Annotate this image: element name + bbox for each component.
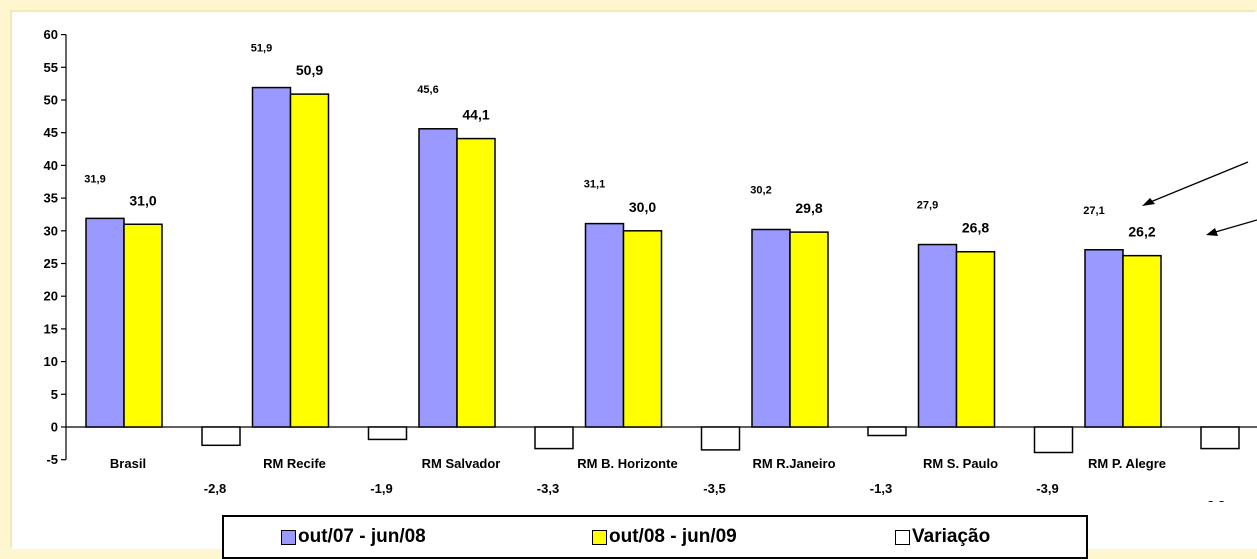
data-label: -2,8 xyxy=(204,481,226,496)
bar xyxy=(700,426,741,451)
data-label: 31,9 xyxy=(84,173,105,185)
data-label: 50,9 xyxy=(296,62,323,78)
data-label: -3,5 xyxy=(703,481,725,496)
data-label: -1,9 xyxy=(370,481,392,496)
y-tick-label: 45 xyxy=(44,125,58,140)
data-label: 45,6 xyxy=(417,84,438,96)
bar xyxy=(955,250,996,428)
bar xyxy=(789,231,829,428)
bar xyxy=(584,222,625,428)
legend-label-series-3: Variação xyxy=(912,526,991,547)
data-label: 31,0 xyxy=(129,192,156,208)
bar xyxy=(289,93,330,428)
y-tick-label: 0 xyxy=(51,420,58,435)
y-tick-label: 25 xyxy=(44,256,58,271)
annotation-arrow-line xyxy=(1211,219,1257,234)
bar xyxy=(367,426,408,441)
data-label: -3,3 xyxy=(1203,498,1225,502)
bar xyxy=(418,128,458,428)
data-label: 27,9 xyxy=(917,200,938,212)
data-label: 31,1 xyxy=(584,179,605,191)
annotation-arrow-head xyxy=(1206,228,1218,236)
bar xyxy=(1122,254,1162,428)
y-tick-label: 50 xyxy=(44,93,58,108)
x-category-label: RM Salvador xyxy=(422,456,501,471)
y-tick-label: 40 xyxy=(44,158,58,173)
data-label: -1,3 xyxy=(870,481,892,496)
bar xyxy=(251,86,292,428)
y-tick-label: 55 xyxy=(44,60,58,75)
bar xyxy=(1084,249,1124,428)
legend-swatch-series-2 xyxy=(592,529,607,545)
legend-label-series-1: out/07 - jun/08 xyxy=(298,526,426,547)
data-label: 27,1 xyxy=(1083,205,1104,217)
x-category-label: RM S. Paulo xyxy=(923,456,998,471)
bar xyxy=(456,137,496,428)
data-label: 26,2 xyxy=(1128,224,1155,240)
bar xyxy=(123,223,163,428)
data-label: 44,1 xyxy=(462,107,489,123)
x-category-label: RM R.Janeiro xyxy=(752,456,835,471)
bar xyxy=(1200,426,1240,450)
bar xyxy=(1033,426,1074,454)
bar xyxy=(622,230,663,428)
legend-swatch-series-3 xyxy=(895,529,910,545)
y-tick-label: 35 xyxy=(44,191,58,206)
x-category-label: RM B. Horizonte xyxy=(577,456,677,471)
legend-item-series-3: Variação xyxy=(895,526,990,548)
data-label: -3,9 xyxy=(1036,481,1058,496)
data-label: 26,8 xyxy=(962,220,989,236)
y-tick-label: 20 xyxy=(44,289,58,304)
data-label: 29,8 xyxy=(795,200,822,216)
bar xyxy=(201,426,241,447)
legend-label-series-2: out/08 - jun/09 xyxy=(609,526,737,547)
chart-frame: 60 55 50 45 40 35 30 25 20 15 10 5 0 -5 31,9 31,0 -2,8 Br… xyxy=(12,12,1257,559)
data-label: 51,9 xyxy=(251,43,272,55)
data-label: -3,3 xyxy=(537,481,559,496)
legend-swatch-series-1 xyxy=(281,529,296,545)
legend: out/07 - jun/08 out/08 - jun/09 Variação xyxy=(222,515,1088,559)
legend-item-series-1: out/07 - jun/08 xyxy=(281,526,426,548)
bar xyxy=(85,217,125,428)
annotation-arrow-line xyxy=(1147,161,1249,204)
y-tick-label: 30 xyxy=(44,223,58,238)
legend-item-series-2: out/08 - jun/09 xyxy=(592,526,737,548)
y-tick-label: 60 xyxy=(44,27,58,42)
bar xyxy=(867,426,907,437)
annotation-arrow-head xyxy=(1142,198,1155,206)
x-category-label: Brasil xyxy=(110,456,146,471)
y-tick-label: -5 xyxy=(46,452,58,467)
bar-chart: 605550454035302520151050-531,931,0-2,8Br… xyxy=(44,27,1257,502)
x-category-label: RM Recife xyxy=(263,456,326,471)
data-label: 30,0 xyxy=(629,199,656,215)
data-label: 30,2 xyxy=(750,184,771,196)
bar xyxy=(751,228,791,428)
y-tick-label: 5 xyxy=(51,387,58,402)
bar xyxy=(917,243,958,428)
y-tick-label: 15 xyxy=(44,321,58,336)
x-category-label: RM P. Alegre xyxy=(1088,456,1166,471)
bar xyxy=(534,426,574,450)
y-tick-label: 10 xyxy=(44,354,58,369)
